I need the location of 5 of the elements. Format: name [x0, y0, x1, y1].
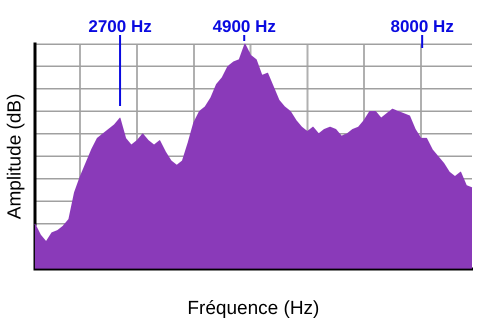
- text: 4900 Hz: [212, 17, 276, 36]
- x-axis-title: Fréquence (Hz): [187, 298, 320, 319]
- text: 2700 Hz: [88, 17, 152, 36]
- text: 8000 Hz: [390, 17, 454, 36]
- y-axis-title: Amplitude (dB): [4, 94, 26, 220]
